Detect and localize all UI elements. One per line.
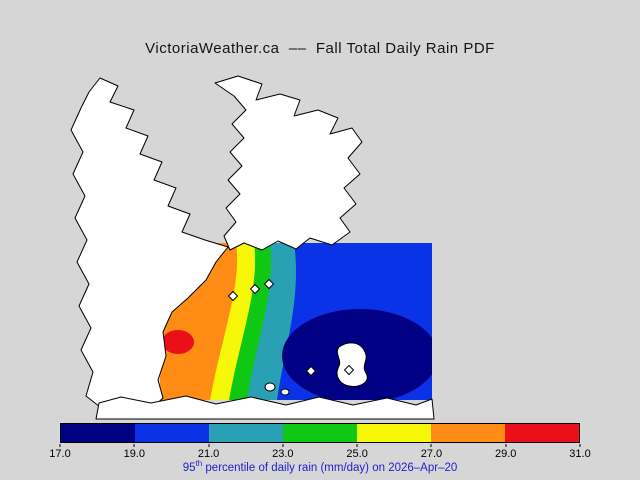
colorbar-segments [61, 424, 579, 442]
station-diamond-icon [263, 278, 275, 290]
colorbar-tick-label: 19.0 [123, 448, 145, 460]
islands [264, 342, 368, 396]
colorbar-segment [209, 424, 283, 442]
caption-base: 95 [182, 461, 196, 474]
colorbar-tick-label: 27.0 [420, 448, 443, 460]
station-diamond-icon [227, 290, 239, 302]
island-large [336, 342, 368, 387]
colorbar-tick-mark [505, 444, 507, 447]
station-diamond-icon [343, 364, 355, 376]
colorbar-segment [61, 424, 135, 442]
colorbar-tick-mark [282, 444, 284, 447]
caption-superscript: th [195, 459, 203, 468]
station-diamond-icon [305, 365, 317, 377]
colorbar-tick-mark [356, 444, 358, 447]
contour-field [160, 243, 432, 400]
colorbar-segment [283, 424, 357, 442]
colorbar-tick-mark [59, 444, 61, 447]
station-markers [227, 278, 355, 377]
colorbar-ticks: 17.0 19.0 21.0 23.0 25.0 27.0 29.0 31.0 [49, 444, 591, 462]
coastlines [70, 75, 435, 420]
caption-rest: percentile of daily rain (mm/day) on 202… [202, 461, 458, 474]
page-title: VictoriaWeather.ca –– Fall Total Daily R… [145, 40, 495, 57]
contour-maximum-red [162, 330, 194, 354]
colorbar-tick-label: 31.0 [569, 448, 591, 460]
colorbar-segment [357, 424, 431, 442]
colorbar-segment [505, 424, 579, 442]
colorbar-tick-label: 21.0 [197, 448, 220, 460]
colorbar-tick-mark [579, 444, 581, 447]
colorbar-segment [135, 424, 209, 442]
colorbar-tick-mark [208, 444, 210, 447]
colorbar-caption: 95th percentile of daily rain (mm/day) o… [0, 459, 640, 474]
island-small-2 [280, 388, 290, 396]
colorbar-tick-label: 17.0 [49, 448, 71, 460]
west-landmass [70, 77, 229, 411]
station-diamond-icon [249, 283, 261, 295]
colorbar-segment [431, 424, 505, 442]
colorbar [60, 423, 580, 443]
colorbar-tick-label: 25.0 [346, 448, 368, 460]
colorbar-tick-mark [430, 444, 432, 447]
colorbar-tick-label: 23.0 [272, 448, 294, 460]
south-coast-landmass [95, 395, 435, 420]
central-landmass [214, 75, 363, 251]
island-small-1 [264, 382, 276, 392]
colorbar-tick-mark [133, 444, 135, 447]
colorbar-tick-label: 29.0 [494, 448, 517, 460]
